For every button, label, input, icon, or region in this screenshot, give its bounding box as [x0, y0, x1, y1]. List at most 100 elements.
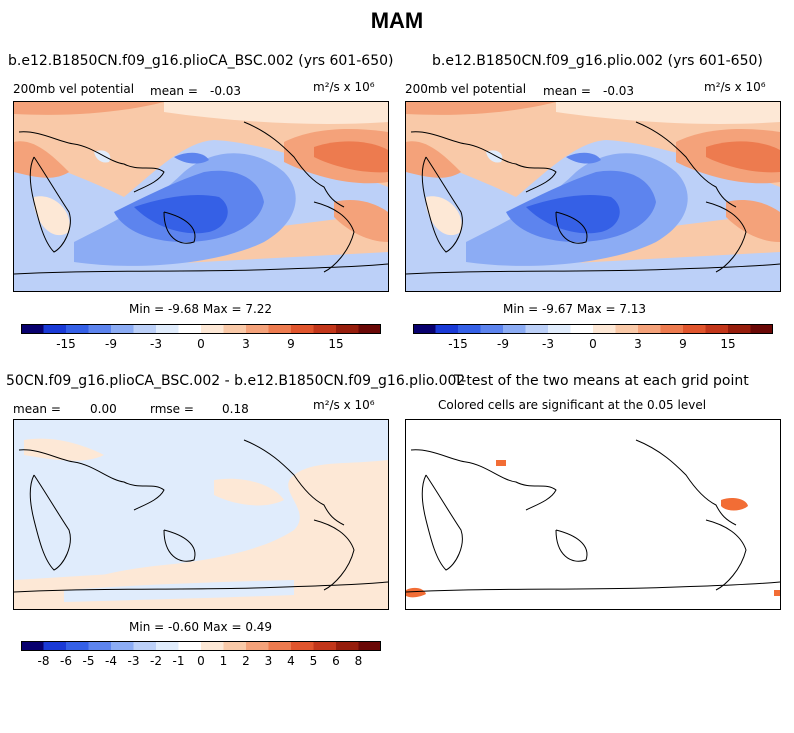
colorbar-swatch: [750, 324, 773, 333]
colorbar-swatch: [133, 324, 157, 333]
panel-3-colorbar-svg: -8 -6 -5 -4 -3 -2 -1 0 1 2 3 4 5 6 8: [21, 641, 381, 668]
colorbar-tick-label: 15: [720, 337, 735, 351]
panel-2-title: b.e12.B1850CN.f09_g16.plio.002 (yrs 601-…: [432, 53, 763, 69]
panel-3-rmse-label: rmse =: [150, 402, 194, 416]
colorbar-tick-label: 6: [332, 654, 340, 668]
colorbar-tick-label: 4: [287, 654, 295, 668]
colorbar-swatch: [223, 641, 247, 650]
panel-3-rmse-value: 0.18: [222, 402, 249, 416]
colorbar-swatch: [413, 324, 436, 333]
colorbar-swatch: [458, 324, 481, 333]
colorbar-swatch: [156, 324, 179, 333]
colorbar-tick-label: 2: [242, 654, 250, 668]
panel-4-map: [405, 419, 781, 610]
colorbar-tick-label: 15: [328, 337, 343, 351]
colorbar-swatch: [201, 324, 224, 333]
colorbar-tick-label: -9: [105, 337, 117, 351]
colorbar-swatch: [548, 324, 571, 333]
colorbar-swatch: [291, 641, 314, 650]
panel-2-stats: Min = -9.67 Max = 7.13: [503, 302, 647, 316]
significant-cell: [721, 498, 748, 511]
colorbar-tick-label: -3: [542, 337, 554, 351]
panel-1-units: m²/s x 10⁶: [313, 80, 375, 94]
colorbar-tick-label: 1: [220, 654, 228, 668]
panel-3-map: [13, 419, 389, 610]
colorbar-tick-label: -5: [83, 654, 95, 668]
colorbar-swatch: [246, 641, 269, 650]
colorbar-swatch: [570, 324, 594, 333]
colorbar-tick-label: 9: [679, 337, 687, 351]
colorbar-tick-label: -8: [38, 654, 50, 668]
colorbar-tick-label: -1: [173, 654, 185, 668]
colorbar-swatch: [88, 324, 112, 333]
colorbar-swatch: [480, 324, 504, 333]
colorbar-tick-label: -15: [448, 337, 468, 351]
colorbar-swatch: [268, 641, 292, 650]
colorbar-swatch: [525, 324, 549, 333]
colorbar-tick-label: 0: [197, 337, 205, 351]
panel-1-variable: 200mb vel potential: [13, 82, 135, 96]
panel-3-mean-value: 0.00: [90, 402, 117, 416]
colorbar-swatch: [313, 641, 337, 650]
colorbar-swatch: [358, 324, 381, 333]
colorbar-swatch: [223, 324, 247, 333]
panel-3-stats: Min = -0.60 Max = 0.49: [129, 620, 273, 634]
colorbar-swatch: [43, 641, 67, 650]
colorbar-tick-label: -15: [56, 337, 76, 351]
colorbar-swatch: [156, 641, 179, 650]
colorbar-swatch: [435, 324, 459, 333]
significant-cell: [496, 460, 506, 466]
colorbar-tick-label: -4: [105, 654, 117, 668]
significant-cell: [406, 587, 426, 598]
colorbar-swatch: [178, 641, 202, 650]
panel-3-mean-label: mean =: [13, 402, 61, 416]
panel-2-mean-value: -0.03: [603, 84, 635, 98]
colorbar-tick-label: -2: [150, 654, 162, 668]
panel-2-colorbar-svg: -15 -9 -3 0 3 9 15: [413, 324, 773, 351]
panel-2-variable: 200mb vel potential: [405, 82, 527, 96]
figure-title: MAM: [370, 8, 424, 33]
colorbar-swatch: [111, 324, 134, 333]
colorbar-swatch: [336, 324, 359, 333]
colorbar-swatch: [336, 641, 359, 650]
colorbar-swatch: [21, 641, 44, 650]
panel-3-title: 50CN.f09_g16.plioCA_BSC.002 - b.e12.B185…: [6, 373, 466, 389]
colorbar-swatch: [705, 324, 729, 333]
colorbar-tick-label: 0: [197, 654, 205, 668]
panel-1-title: b.e12.B1850CN.f09_g16.plioCA_BSC.002 (yr…: [8, 53, 394, 69]
colorbar-swatch: [201, 641, 224, 650]
colorbar-swatch: [503, 324, 526, 333]
colorbar-swatch: [728, 324, 751, 333]
panel-2-map: [405, 101, 781, 292]
colorbar-swatch: [21, 324, 44, 333]
panel-4-field: [406, 420, 780, 609]
panel-2-colorbar: -15 -9 -3 0 3 9 15: [413, 324, 773, 354]
panel-1-map: [13, 101, 389, 292]
colorbar-swatch: [291, 324, 314, 333]
panel-3-units: m²/s x 10⁶: [313, 398, 375, 412]
panel-1-colorbar-svg: -15 -9 -3 0 3 9 15: [21, 324, 381, 351]
colorbar-tick-label: 3: [634, 337, 642, 351]
panel-1-mean-value: -0.03: [210, 84, 242, 98]
panel-2-mean-label: mean =: [543, 84, 591, 98]
colorbar-swatch: [246, 324, 269, 333]
colorbar-swatch: [43, 324, 67, 333]
colorbar-swatch: [313, 324, 337, 333]
colorbar-swatch: [358, 641, 381, 650]
colorbar-swatch: [66, 641, 89, 650]
panel-1-field: [14, 102, 388, 291]
panel-1-colorbar: -15 -9 -3 0 3 9 15: [21, 324, 381, 354]
colorbar-tick-label: 3: [242, 337, 250, 351]
colorbar-tick-label: 0: [589, 337, 597, 351]
colorbar-tick-label: -3: [128, 654, 140, 668]
colorbar-swatch: [88, 641, 112, 650]
colorbar-tick-label: -6: [60, 654, 72, 668]
panel-4-title: T-test of the two means at each grid poi…: [454, 373, 749, 389]
colorbar-swatch: [683, 324, 706, 333]
significant-cell: [774, 590, 780, 596]
colorbar-swatch: [111, 641, 134, 650]
panel-2-field: [406, 102, 780, 291]
colorbar-tick-label: -3: [150, 337, 162, 351]
colorbar-tick-label: -9: [497, 337, 509, 351]
colorbar-swatch: [615, 324, 639, 333]
